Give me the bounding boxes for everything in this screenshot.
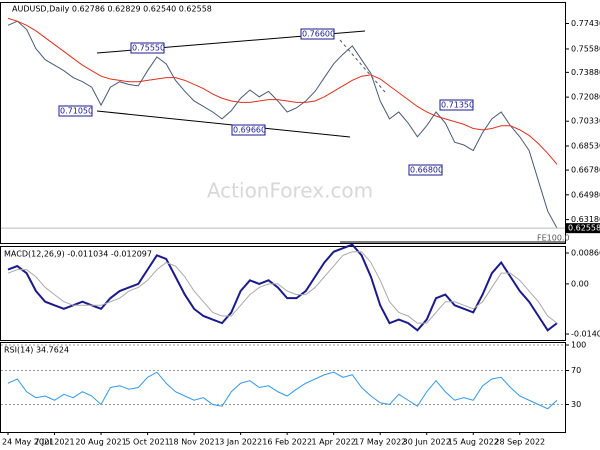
annotation: 0.71050 bbox=[60, 107, 93, 116]
x-tick-label: 7 Jul 2021 bbox=[34, 438, 74, 447]
annotation: 0.71350 bbox=[441, 101, 474, 110]
series-line bbox=[7, 243, 558, 332]
annotation: 0.75550 bbox=[132, 44, 165, 53]
x-tick-label: 15 Aug 2022 bbox=[448, 438, 499, 447]
y-tick-label: 0.008662 bbox=[571, 248, 600, 257]
macd-title: MACD(12,26,9) -0.011034 -0.012097 bbox=[4, 250, 152, 259]
trendline bbox=[339, 39, 386, 93]
annotation: 0.76600 bbox=[302, 30, 335, 39]
trendline bbox=[96, 110, 351, 138]
x-tick-label: 3 Jan 2022 bbox=[219, 438, 262, 447]
chart-title: AUDUSD,Daily 0.62786 0.62829 0.62540 0.6… bbox=[12, 5, 212, 14]
x-tick-label: 18 Nov 2021 bbox=[168, 438, 219, 447]
annotation-box bbox=[439, 99, 474, 111]
last-price-box bbox=[566, 223, 600, 234]
series-line bbox=[7, 17, 558, 165]
annotation: FE100.0 bbox=[537, 234, 570, 243]
annotation: 0.66800 bbox=[410, 166, 443, 175]
y-tick-label: 100 bbox=[571, 341, 586, 350]
annotation-box bbox=[130, 42, 165, 54]
macd-panel bbox=[0, 246, 566, 341]
x-tick-label: 1 Apr 2022 bbox=[311, 438, 355, 447]
x-tick-label: 20 Aug 2021 bbox=[75, 438, 126, 447]
x-tick-label: 17 May 2022 bbox=[354, 438, 406, 447]
price-panel bbox=[0, 2, 566, 244]
x-tick-label: 16 Feb 2022 bbox=[262, 438, 312, 447]
y-tick-label: 0.00 bbox=[571, 279, 589, 288]
annotation-box bbox=[231, 124, 266, 136]
annotation-box bbox=[408, 164, 443, 176]
watermark: ActionForex.com bbox=[207, 179, 373, 203]
x-tick-label: 28 Sep 2022 bbox=[494, 438, 545, 447]
rsi-title: RSI(14) 34.7624 bbox=[4, 346, 69, 355]
x-tick-label: 5 Oct 2021 bbox=[125, 438, 169, 447]
annotation-box bbox=[300, 28, 335, 40]
y-tick-label: 70 bbox=[571, 366, 581, 375]
y-tick-label: -0.014055 bbox=[571, 330, 600, 339]
annotation: 0.69660 bbox=[233, 126, 266, 135]
rsi-panel bbox=[0, 342, 566, 433]
y-tick-label: 30 bbox=[571, 400, 581, 409]
series-line bbox=[7, 20, 558, 229]
last-price-label: 0.62558 bbox=[568, 224, 600, 233]
series-line bbox=[7, 371, 558, 410]
series-line bbox=[7, 251, 558, 324]
annotation-box bbox=[58, 105, 93, 117]
x-tick-label: 30 Jun 2022 bbox=[403, 438, 451, 447]
x-tick-label: 24 May 2021 bbox=[2, 438, 54, 447]
